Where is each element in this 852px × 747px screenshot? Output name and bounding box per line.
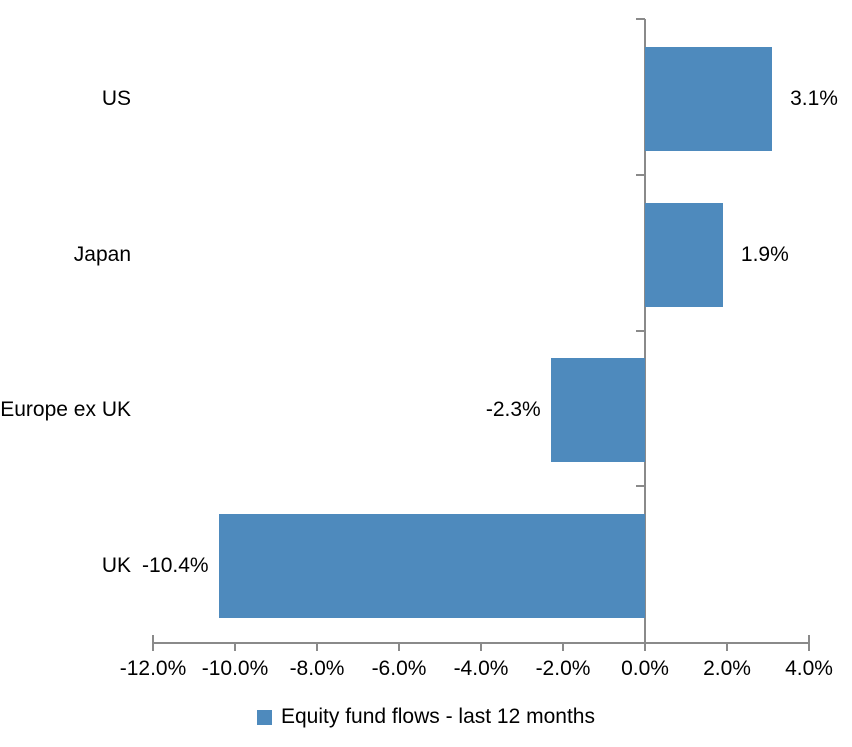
y-axis-tick — [636, 485, 645, 488]
x-tick-label: -6.0% — [371, 657, 427, 680]
legend-label: Equity fund flows - last 12 months — [281, 705, 595, 728]
data-label: 3.1% — [790, 86, 838, 110]
category-label: Europe ex UK — [0, 398, 131, 422]
x-tick-label: 0.0% — [621, 657, 669, 680]
x-tick-label: -4.0% — [453, 657, 509, 680]
bar — [218, 514, 645, 619]
x-tick — [398, 642, 400, 651]
x-tick-label: -2.0% — [535, 657, 591, 680]
bar — [645, 202, 723, 307]
x-axis-endcap-tick — [808, 635, 810, 642]
data-label: -10.4% — [142, 554, 209, 578]
bar — [550, 358, 645, 463]
data-label: 1.9% — [740, 242, 789, 266]
x-tick — [644, 642, 646, 651]
x-tick — [480, 642, 482, 651]
category-label: Japan — [73, 242, 131, 266]
x-tick — [808, 642, 810, 651]
x-tick-label: 4.0% — [785, 657, 833, 680]
y-axis-tick — [636, 329, 645, 332]
y-axis-tick — [636, 18, 645, 20]
y-axis-line — [644, 19, 646, 651]
x-tick — [316, 642, 318, 651]
x-tick-label: -10.0% — [201, 657, 269, 680]
x-tick — [726, 642, 728, 651]
legend: Equity fund flows - last 12 months — [0, 702, 852, 732]
x-tick-label: 2.0% — [703, 657, 751, 680]
x-tick-label: -12.0% — [119, 657, 187, 680]
category-label: UK — [101, 554, 131, 578]
x-tick-label: -8.0% — [289, 657, 345, 680]
category-label: US — [101, 86, 131, 110]
x-tick — [562, 642, 564, 651]
data-label: -2.3% — [485, 398, 541, 422]
x-axis-endcap-tick — [152, 635, 154, 642]
x-tick — [234, 642, 236, 651]
x-tick — [152, 642, 154, 651]
legend-swatch — [257, 709, 272, 725]
y-axis-tick — [636, 173, 645, 176]
bar — [645, 46, 773, 151]
